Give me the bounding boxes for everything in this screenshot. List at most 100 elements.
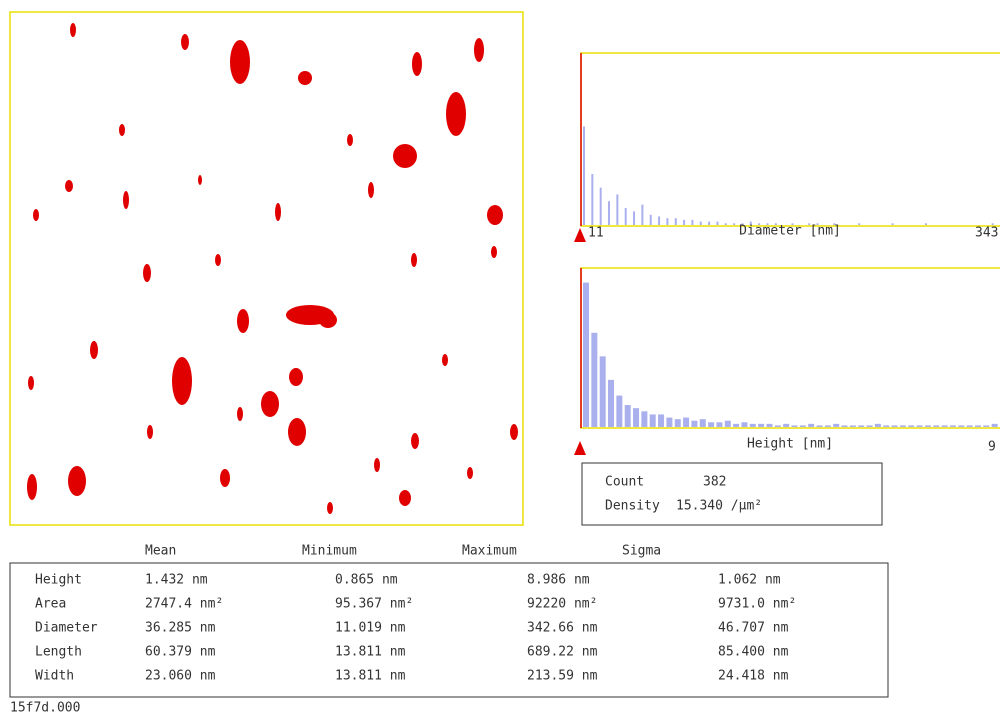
histogram-bar bbox=[666, 218, 669, 225]
histogram-bar bbox=[591, 332, 598, 427]
histogram-bar bbox=[758, 223, 761, 225]
stat-value: 36.285 nm bbox=[145, 621, 216, 636]
histogram-bar bbox=[833, 423, 840, 427]
column-header: Minimum bbox=[302, 544, 357, 559]
histogram-bar bbox=[991, 223, 994, 225]
histogram-bar bbox=[966, 425, 973, 427]
histogram-bar bbox=[583, 126, 585, 225]
histogram-bar bbox=[674, 419, 681, 427]
histogram-bar bbox=[774, 425, 781, 427]
stats-table: Mean Minimum Maximum Sigma Height 1.432 nm 0.8… bbox=[35, 544, 796, 684]
column-header: Mean bbox=[145, 544, 176, 559]
histogram-bar bbox=[766, 423, 773, 427]
histogram-bar bbox=[924, 425, 931, 427]
histogram-bar bbox=[858, 223, 861, 225]
histogram-bar bbox=[791, 223, 794, 225]
stat-value: 13.811 nm bbox=[335, 645, 406, 660]
axis-max-label: 343 bbox=[975, 226, 998, 241]
summary-label: Density bbox=[605, 499, 660, 514]
histogram-bar bbox=[799, 425, 806, 427]
stat-value: 9731.0 nm² bbox=[718, 597, 796, 612]
stat-value: 24.418 nm bbox=[718, 669, 789, 684]
histogram-bar bbox=[658, 216, 661, 225]
summary-value: 15.340 /µm² bbox=[676, 499, 762, 514]
histogram-bar bbox=[649, 414, 656, 427]
histogram-bar bbox=[724, 420, 731, 427]
column-header: Maximum bbox=[462, 544, 517, 559]
histogram-bar bbox=[974, 425, 981, 427]
histogram-bar bbox=[674, 218, 677, 225]
histogram-bar bbox=[633, 211, 636, 225]
histogram-bar bbox=[699, 419, 706, 427]
histogram-bar bbox=[808, 223, 811, 225]
histogram-bar bbox=[666, 417, 673, 427]
summary-box bbox=[581, 462, 883, 526]
histogram-bar bbox=[949, 425, 956, 427]
histogram-bar bbox=[941, 425, 948, 427]
column-header: Sigma bbox=[622, 544, 661, 559]
summary-value: 382 bbox=[703, 475, 726, 490]
stat-value: 23.060 nm bbox=[145, 669, 216, 684]
histogram-bar bbox=[891, 425, 898, 427]
stat-value: 1.432 nm bbox=[145, 573, 208, 588]
stat-value: 0.865 nm bbox=[335, 573, 398, 588]
stat-value: 95.367 nm² bbox=[335, 597, 413, 612]
histogram-bar bbox=[699, 221, 702, 225]
histogram-bar bbox=[724, 223, 727, 225]
histogram-bar bbox=[741, 422, 748, 427]
histogram-bar bbox=[649, 214, 652, 225]
row-label: Width bbox=[35, 669, 74, 684]
histogram-bar bbox=[841, 425, 848, 427]
histogram-bar bbox=[599, 356, 606, 427]
row-label: Area bbox=[35, 597, 66, 612]
histogram-frames bbox=[574, 52, 1000, 455]
histogram-bar bbox=[816, 425, 823, 427]
histogram-bar bbox=[774, 223, 777, 225]
histogram-bar bbox=[716, 221, 719, 225]
axis-min-label: 11 bbox=[588, 226, 604, 241]
histogram-bar bbox=[849, 425, 856, 427]
histogram-bar bbox=[733, 423, 740, 427]
histogram-bar bbox=[708, 422, 715, 427]
histogram-bar bbox=[816, 223, 819, 225]
histogram-bar bbox=[641, 411, 648, 427]
histogram-bar bbox=[991, 423, 998, 427]
stat-value: 1.062 nm bbox=[718, 573, 781, 588]
histogram-bar bbox=[741, 223, 744, 225]
stat-value: 85.400 nm bbox=[718, 645, 789, 660]
axis-max-label: 9 bbox=[988, 440, 996, 455]
histogram-bar bbox=[608, 201, 611, 225]
histogram-bar bbox=[866, 425, 873, 427]
histogram-bar bbox=[624, 208, 627, 225]
stat-value: 46.707 nm bbox=[718, 621, 789, 636]
histogram-bar bbox=[924, 223, 927, 225]
histogram-bar bbox=[983, 425, 990, 427]
histogram-bar bbox=[874, 423, 881, 427]
histogram-bar bbox=[691, 219, 694, 225]
histogram-bar bbox=[733, 223, 736, 225]
histogram-bar bbox=[624, 405, 631, 427]
footer: 15f7d.000 bbox=[10, 701, 80, 716]
histogram-bar bbox=[641, 204, 644, 225]
stat-value: 13.811 nm bbox=[335, 669, 406, 684]
stat-value: 8.986 nm bbox=[527, 573, 590, 588]
histogram-bar bbox=[766, 223, 769, 225]
row-label: Length bbox=[35, 645, 82, 660]
axis-label: Height [nm] bbox=[747, 437, 833, 452]
histogram-bar bbox=[708, 221, 711, 225]
stat-value: 213.59 nm bbox=[527, 669, 598, 684]
stat-value: 689.22 nm bbox=[527, 645, 598, 660]
histogram-bar bbox=[858, 425, 865, 427]
summary-label: Count bbox=[605, 475, 644, 490]
stats-box bbox=[9, 562, 889, 698]
histogram-bar bbox=[824, 425, 831, 427]
stat-value: 2747.4 nm² bbox=[145, 597, 223, 612]
histogram-bar bbox=[749, 423, 756, 427]
histogram-bar bbox=[758, 423, 765, 427]
row-label: Diameter bbox=[35, 621, 98, 636]
histogram-bar bbox=[683, 417, 690, 427]
axis-label: Diameter [nm] bbox=[739, 224, 841, 239]
histogram-bar bbox=[616, 194, 619, 225]
histogram-bar bbox=[791, 425, 798, 427]
